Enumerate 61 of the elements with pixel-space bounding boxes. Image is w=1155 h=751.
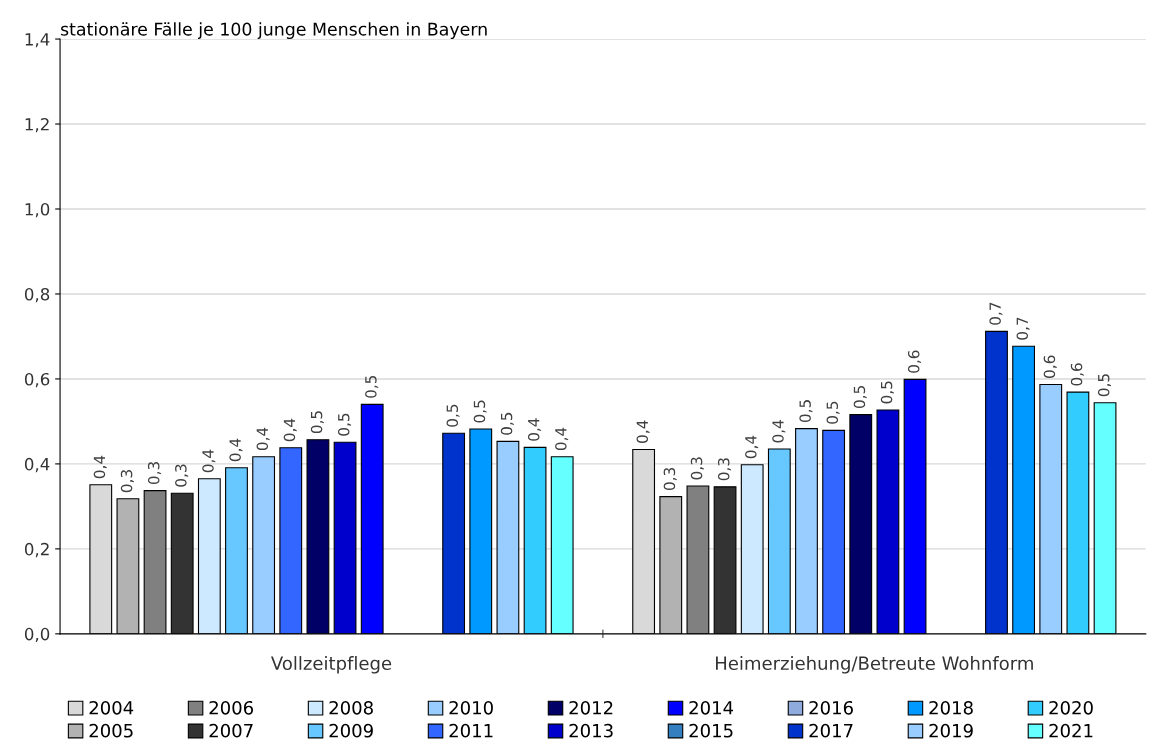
- legend-label: 2009: [329, 723, 373, 738]
- y-tick-label: 1,4: [25, 33, 50, 48]
- data-label: 0,5: [799, 400, 813, 423]
- data-label: 0,4: [256, 427, 270, 451]
- data-label: 0,6: [907, 350, 922, 373]
- legend-label: 2021: [1049, 723, 1093, 738]
- y-tick-label: 0,2: [24, 542, 49, 558]
- legend-label: 2004: [89, 700, 134, 715]
- data-label: 0,5: [1097, 374, 1112, 397]
- data-label: 0,4: [93, 455, 107, 479]
- data-label: 0,3: [175, 464, 189, 487]
- data-label: 0,4: [745, 435, 759, 459]
- data-label: 0,5: [500, 412, 514, 435]
- data-label: 0,7: [1016, 317, 1030, 340]
- y-tick-label: 0,8: [24, 287, 50, 303]
- data-label: 0,4: [527, 418, 542, 441]
- data-label: 0,5: [880, 381, 894, 404]
- legend-label: 2014: [689, 700, 734, 715]
- y-tick-label: 1,0: [25, 202, 50, 218]
- y-tick-label: 0,6: [24, 372, 50, 388]
- data-label: 0,4: [283, 418, 297, 442]
- legend-label: 2013: [569, 723, 613, 738]
- data-label: 0,4: [772, 420, 786, 443]
- data-label: 0,6: [1070, 363, 1084, 386]
- data-label: 0,3: [690, 457, 704, 480]
- data-label: 0,5: [337, 413, 352, 436]
- legend-label: 2011: [449, 723, 493, 738]
- data-label: 0,5: [365, 375, 379, 398]
- legend-label: 2019: [929, 723, 973, 738]
- chart-title: stationäre Fälle je 100 junge Menschen in Bayern: [61, 22, 487, 40]
- legend-label: 2006: [209, 700, 254, 715]
- data-label: 0,3: [663, 467, 677, 491]
- x-tick-label: Vollzeitpflege: [271, 656, 392, 674]
- y-tick-label: 0,0: [24, 627, 50, 643]
- data-label: 0,5: [853, 386, 867, 409]
- data-label: 0,4: [229, 438, 243, 462]
- y-tick-label: 0,4: [24, 457, 50, 473]
- data-label: 0,5: [473, 400, 487, 423]
- data-label: 0,3: [120, 470, 134, 493]
- legend-label: 2018: [929, 700, 973, 715]
- x-tick-label: Heimerziehung/Betreute Wohnform: [716, 656, 1033, 674]
- data-label: 0,3: [717, 458, 732, 481]
- data-label: 0,6: [1043, 355, 1057, 378]
- data-label: 0,5: [826, 401, 840, 424]
- legend-label: 2005: [89, 723, 133, 738]
- y-tick-label: 1,2: [25, 117, 49, 133]
- legend-label: 2015: [689, 723, 733, 738]
- legend-label: 2007: [209, 723, 253, 738]
- legend-label: 2017: [809, 723, 853, 738]
- data-label: 0,3: [147, 462, 162, 485]
- legend-label: 2010: [449, 700, 493, 715]
- legend-label: 2020: [1049, 700, 1093, 715]
- legend-label: 2012: [569, 700, 613, 715]
- data-label: 0,4: [555, 427, 569, 451]
- data-label: 0,5: [310, 411, 324, 434]
- data-label: 0,4: [202, 449, 216, 473]
- data-label: 0,5: [446, 404, 460, 427]
- legend-label: 2008: [329, 700, 373, 715]
- data-label: 0,4: [636, 420, 650, 443]
- legend-label: 2016: [809, 700, 853, 715]
- data-label: 0,7: [989, 302, 1003, 325]
